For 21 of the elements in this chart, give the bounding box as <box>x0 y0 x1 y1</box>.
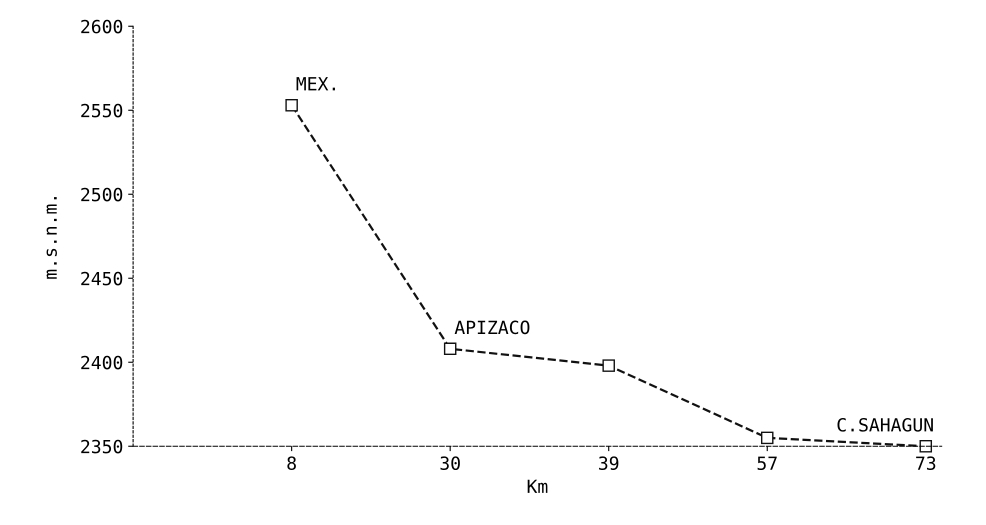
y-tick-label: 2400 <box>81 356 122 370</box>
point <box>444 342 456 356</box>
x-tick-label: 8 <box>287 456 296 470</box>
annotation: MEX. <box>296 77 335 90</box>
annotation: C.SAHAGUN <box>838 418 933 432</box>
y-tick-label: 2350 <box>81 440 122 454</box>
annotation: APIZACO <box>454 320 530 334</box>
point <box>920 440 932 452</box>
x-axis-title: Km <box>528 480 548 493</box>
x-tick-label: 39 <box>599 456 618 470</box>
x-tick-label: 73 <box>916 456 936 470</box>
y-tick-label: 2500 <box>81 188 122 202</box>
point <box>602 359 615 372</box>
point <box>285 98 298 112</box>
y-axis-title: m.s.n.m. <box>46 197 57 279</box>
y-tick-label: 2600 <box>81 20 122 34</box>
y-tick-label: 2450 <box>81 272 122 286</box>
y-tick-label: 2550 <box>81 104 122 118</box>
x-tick-label: 30 <box>440 456 460 470</box>
x-tick-label: 57 <box>758 456 777 470</box>
point <box>760 432 774 444</box>
